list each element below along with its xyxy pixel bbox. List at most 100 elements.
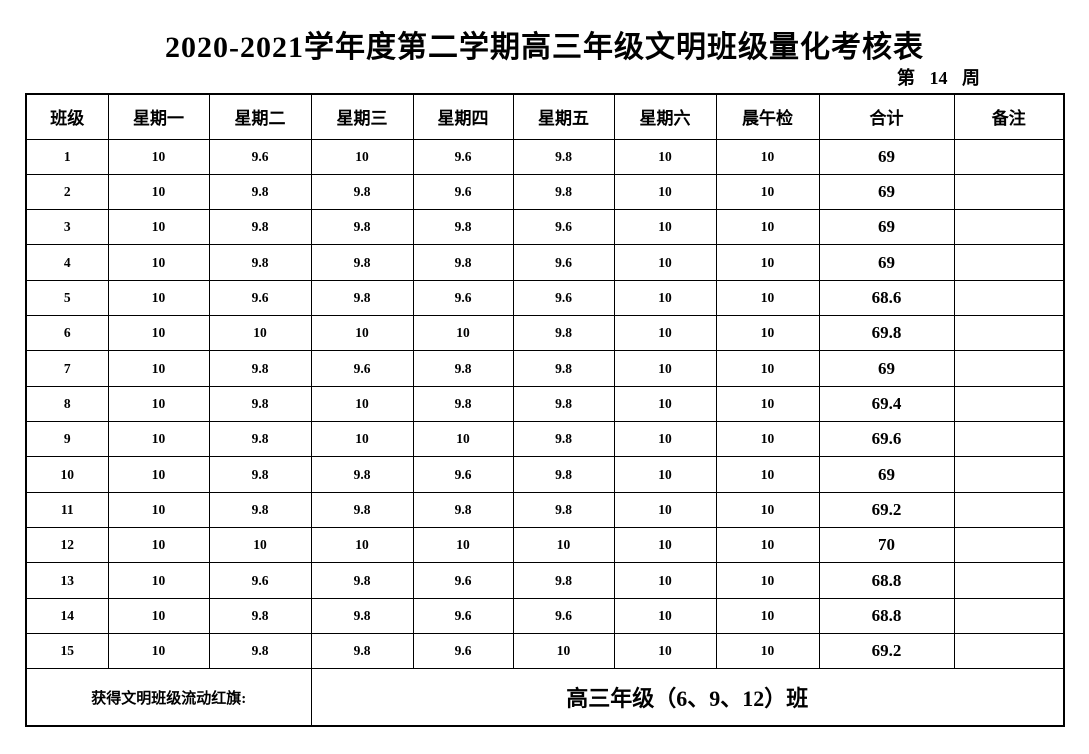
score-cell: 10 — [412, 421, 514, 458]
score-cell: 10 — [310, 421, 414, 458]
column-header-6: 星期六 — [613, 93, 717, 140]
score-cell: 9.8 — [512, 138, 615, 175]
total-cell: 69 — [818, 209, 955, 246]
total-cell: 69.8 — [818, 315, 955, 352]
total-cell: 69 — [818, 350, 955, 387]
column-header-5: 星期五 — [512, 93, 615, 140]
total-cell: 68.8 — [818, 562, 955, 599]
score-cell: 10 — [715, 421, 820, 458]
score-cell: 9.8 — [412, 491, 514, 529]
score-cell: 10 — [107, 173, 210, 211]
class-number-cell: 12 — [25, 527, 109, 564]
score-cell: 10 — [715, 491, 820, 529]
score-cell: 9.8 — [208, 173, 312, 211]
score-cell: 10 — [107, 456, 210, 493]
score-cell: 9.8 — [412, 244, 514, 281]
score-cell: 9.8 — [310, 456, 414, 493]
table-row: 10 10 9.8 9.8 9.6 9.8 10 10 69 — [25, 456, 1065, 493]
score-cell: 9.8 — [512, 350, 615, 387]
score-cell: 9.8 — [208, 209, 312, 246]
score-cell: 9.6 — [412, 279, 514, 317]
score-cell: 10 — [512, 633, 615, 670]
score-cell: 9.6 — [412, 633, 514, 670]
score-cell: 9.6 — [208, 562, 312, 599]
table-row: 8 10 9.8 10 9.8 9.8 10 10 69.4 — [25, 385, 1065, 423]
week-number-label: 第 14 周 — [897, 68, 980, 88]
score-cell: 10 — [715, 138, 820, 175]
remark-cell — [953, 456, 1065, 493]
score-cell: 10 — [107, 138, 210, 175]
class-number-cell: 3 — [25, 209, 109, 246]
column-header-2: 星期二 — [208, 93, 312, 140]
total-cell: 68.8 — [818, 597, 955, 635]
remark-cell — [953, 244, 1065, 281]
score-cell: 9.8 — [412, 350, 514, 387]
score-cell: 9.6 — [412, 597, 514, 635]
class-number-cell: 1 — [25, 138, 109, 175]
remark-cell — [953, 633, 1065, 670]
score-cell: 9.8 — [512, 421, 615, 458]
column-header-3: 星期三 — [310, 93, 414, 140]
score-cell: 10 — [715, 350, 820, 387]
score-cell: 9.8 — [512, 173, 615, 211]
score-cell: 9.8 — [412, 209, 514, 246]
score-cell: 10 — [613, 244, 717, 281]
score-cell: 9.6 — [208, 279, 312, 317]
class-number-cell: 15 — [25, 633, 109, 670]
score-cell: 10 — [107, 491, 210, 529]
score-cell: 10 — [107, 421, 210, 458]
score-cell: 10 — [613, 527, 717, 564]
score-cell: 9.6 — [310, 350, 414, 387]
class-number-cell: 13 — [25, 562, 109, 599]
score-cell: 9.8 — [310, 633, 414, 670]
remark-cell — [953, 209, 1065, 246]
score-cell: 10 — [613, 562, 717, 599]
table-row: 2 10 9.8 9.8 9.6 9.8 10 10 69 — [25, 173, 1065, 211]
score-cell: 9.8 — [208, 421, 312, 458]
score-cell: 10 — [107, 209, 210, 246]
column-header-0: 班级 — [25, 93, 109, 140]
score-cell: 10 — [715, 385, 820, 423]
header-row: 班级 星期一 星期二 星期三 星期四 星期五 星期六 晨午检 合计 备注 — [25, 93, 1065, 140]
score-cell: 9.6 — [512, 279, 615, 317]
table-row: 6 10 10 10 10 9.8 10 10 69.8 — [25, 315, 1065, 352]
score-cell: 10 — [310, 138, 414, 175]
remark-cell — [953, 562, 1065, 599]
total-cell: 70 — [818, 527, 955, 564]
remark-cell — [953, 421, 1065, 458]
score-cell: 10 — [613, 385, 717, 423]
score-cell: 10 — [107, 633, 210, 670]
score-cell: 10 — [715, 173, 820, 211]
score-cell: 10 — [107, 315, 210, 352]
class-number-cell: 6 — [25, 315, 109, 352]
table-row: 3 10 9.8 9.8 9.8 9.6 10 10 69 — [25, 209, 1065, 246]
table-row: 4 10 9.8 9.8 9.8 9.6 10 10 69 — [25, 244, 1065, 281]
score-cell: 9.8 — [310, 209, 414, 246]
score-cell: 10 — [412, 315, 514, 352]
class-number-cell: 14 — [25, 597, 109, 635]
score-cell: 10 — [715, 209, 820, 246]
remark-cell — [953, 385, 1065, 423]
table-row: 13 10 9.6 9.8 9.6 9.8 10 10 68.8 — [25, 562, 1065, 599]
score-cell: 9.6 — [512, 597, 615, 635]
score-cell: 10 — [613, 173, 717, 211]
table-row: 15 10 9.8 9.8 9.6 10 10 10 69.2 — [25, 633, 1065, 670]
total-cell: 69.4 — [818, 385, 955, 423]
class-number-cell: 8 — [25, 385, 109, 423]
score-cell: 10 — [715, 315, 820, 352]
remark-cell — [953, 279, 1065, 317]
remark-cell — [953, 173, 1065, 211]
class-number-cell: 11 — [25, 491, 109, 529]
score-cell: 9.8 — [208, 491, 312, 529]
score-cell: 10 — [613, 315, 717, 352]
score-cell: 10 — [715, 562, 820, 599]
remark-cell — [953, 138, 1065, 175]
score-cell: 9.8 — [512, 491, 615, 529]
table-row: 9 10 9.8 10 10 9.8 10 10 69.6 — [25, 421, 1065, 458]
score-cell: 9.6 — [208, 138, 312, 175]
score-cell: 10 — [208, 315, 312, 352]
score-cell: 10 — [107, 527, 210, 564]
column-header-8: 合计 — [818, 93, 955, 140]
score-cell: 9.8 — [310, 491, 414, 529]
score-cell: 10 — [715, 633, 820, 670]
